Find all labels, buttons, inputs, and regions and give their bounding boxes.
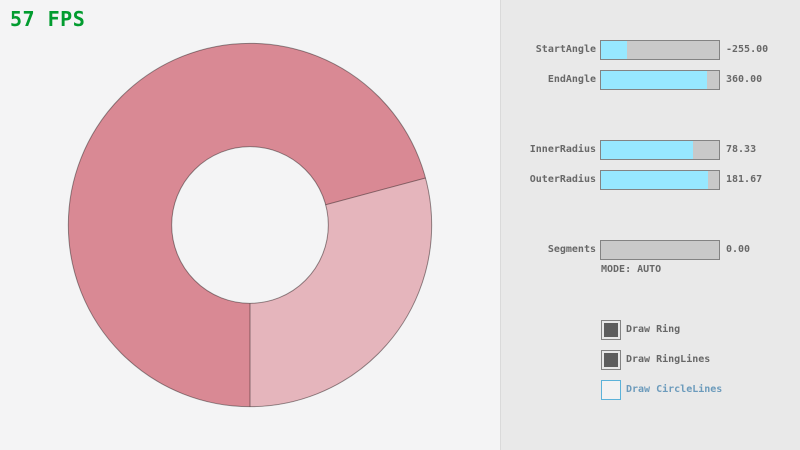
slider-value: 78.33: [726, 144, 757, 155]
slider-row: StartAngle -255.00: [501, 40, 800, 60]
slider-fill: [601, 141, 694, 159]
slider-fill: [601, 41, 627, 59]
slider-end-angle[interactable]: [600, 70, 720, 90]
checkbox-draw-circlelines[interactable]: [601, 380, 621, 400]
slider-row: Segments 0.00: [501, 240, 800, 260]
slider-fill: [601, 171, 709, 189]
checkbox-label: Draw CircleLines: [626, 384, 723, 395]
slider-start-angle[interactable]: [600, 40, 720, 60]
ring-boundary-line-diagonal: [325, 177, 426, 206]
slider-value: 360.00: [726, 74, 763, 85]
control-panel: StartAngle -255.00 EndAngle 360.00 Inner…: [500, 0, 800, 450]
slider-value: 181.67: [726, 174, 763, 185]
slider-fill: [601, 71, 708, 89]
checkbox-label: Draw RingLines: [626, 354, 711, 365]
segments-mode-text: MODE: AUTO: [601, 264, 662, 275]
slider-label: InnerRadius: [529, 144, 596, 155]
slider-value: 0.00: [726, 244, 751, 255]
checkbox-row: Draw Ring: [601, 320, 800, 340]
slider-inner-radius[interactable]: [600, 140, 720, 160]
slider-label: EndAngle: [547, 74, 596, 85]
ring-outer-outline: [67, 42, 433, 408]
checkbox-row: Draw RingLines: [601, 350, 800, 370]
slider-row: EndAngle 360.00: [501, 70, 800, 90]
checkbox-row: Draw CircleLines: [601, 380, 800, 400]
ring-single-pass-sector: [250, 177, 432, 407]
ring-inner-outline: [171, 146, 329, 304]
checkbox-draw-ringlines[interactable]: [601, 350, 621, 370]
ring-canvas: [67, 42, 433, 408]
checkbox-label: Draw Ring: [626, 324, 681, 335]
fps-counter: 57 FPS: [10, 7, 86, 31]
slider-label: Segments: [547, 244, 596, 255]
slider-outer-radius[interactable]: [600, 170, 720, 190]
slider-segments[interactable]: [600, 240, 720, 260]
slider-value: -255.00: [726, 44, 769, 55]
slider-row: OuterRadius 181.67: [501, 170, 800, 190]
slider-row: InnerRadius 78.33: [501, 140, 800, 160]
checkbox-draw-ring[interactable]: [601, 320, 621, 340]
slider-label: StartAngle: [535, 44, 596, 55]
slider-label: OuterRadius: [529, 174, 596, 185]
